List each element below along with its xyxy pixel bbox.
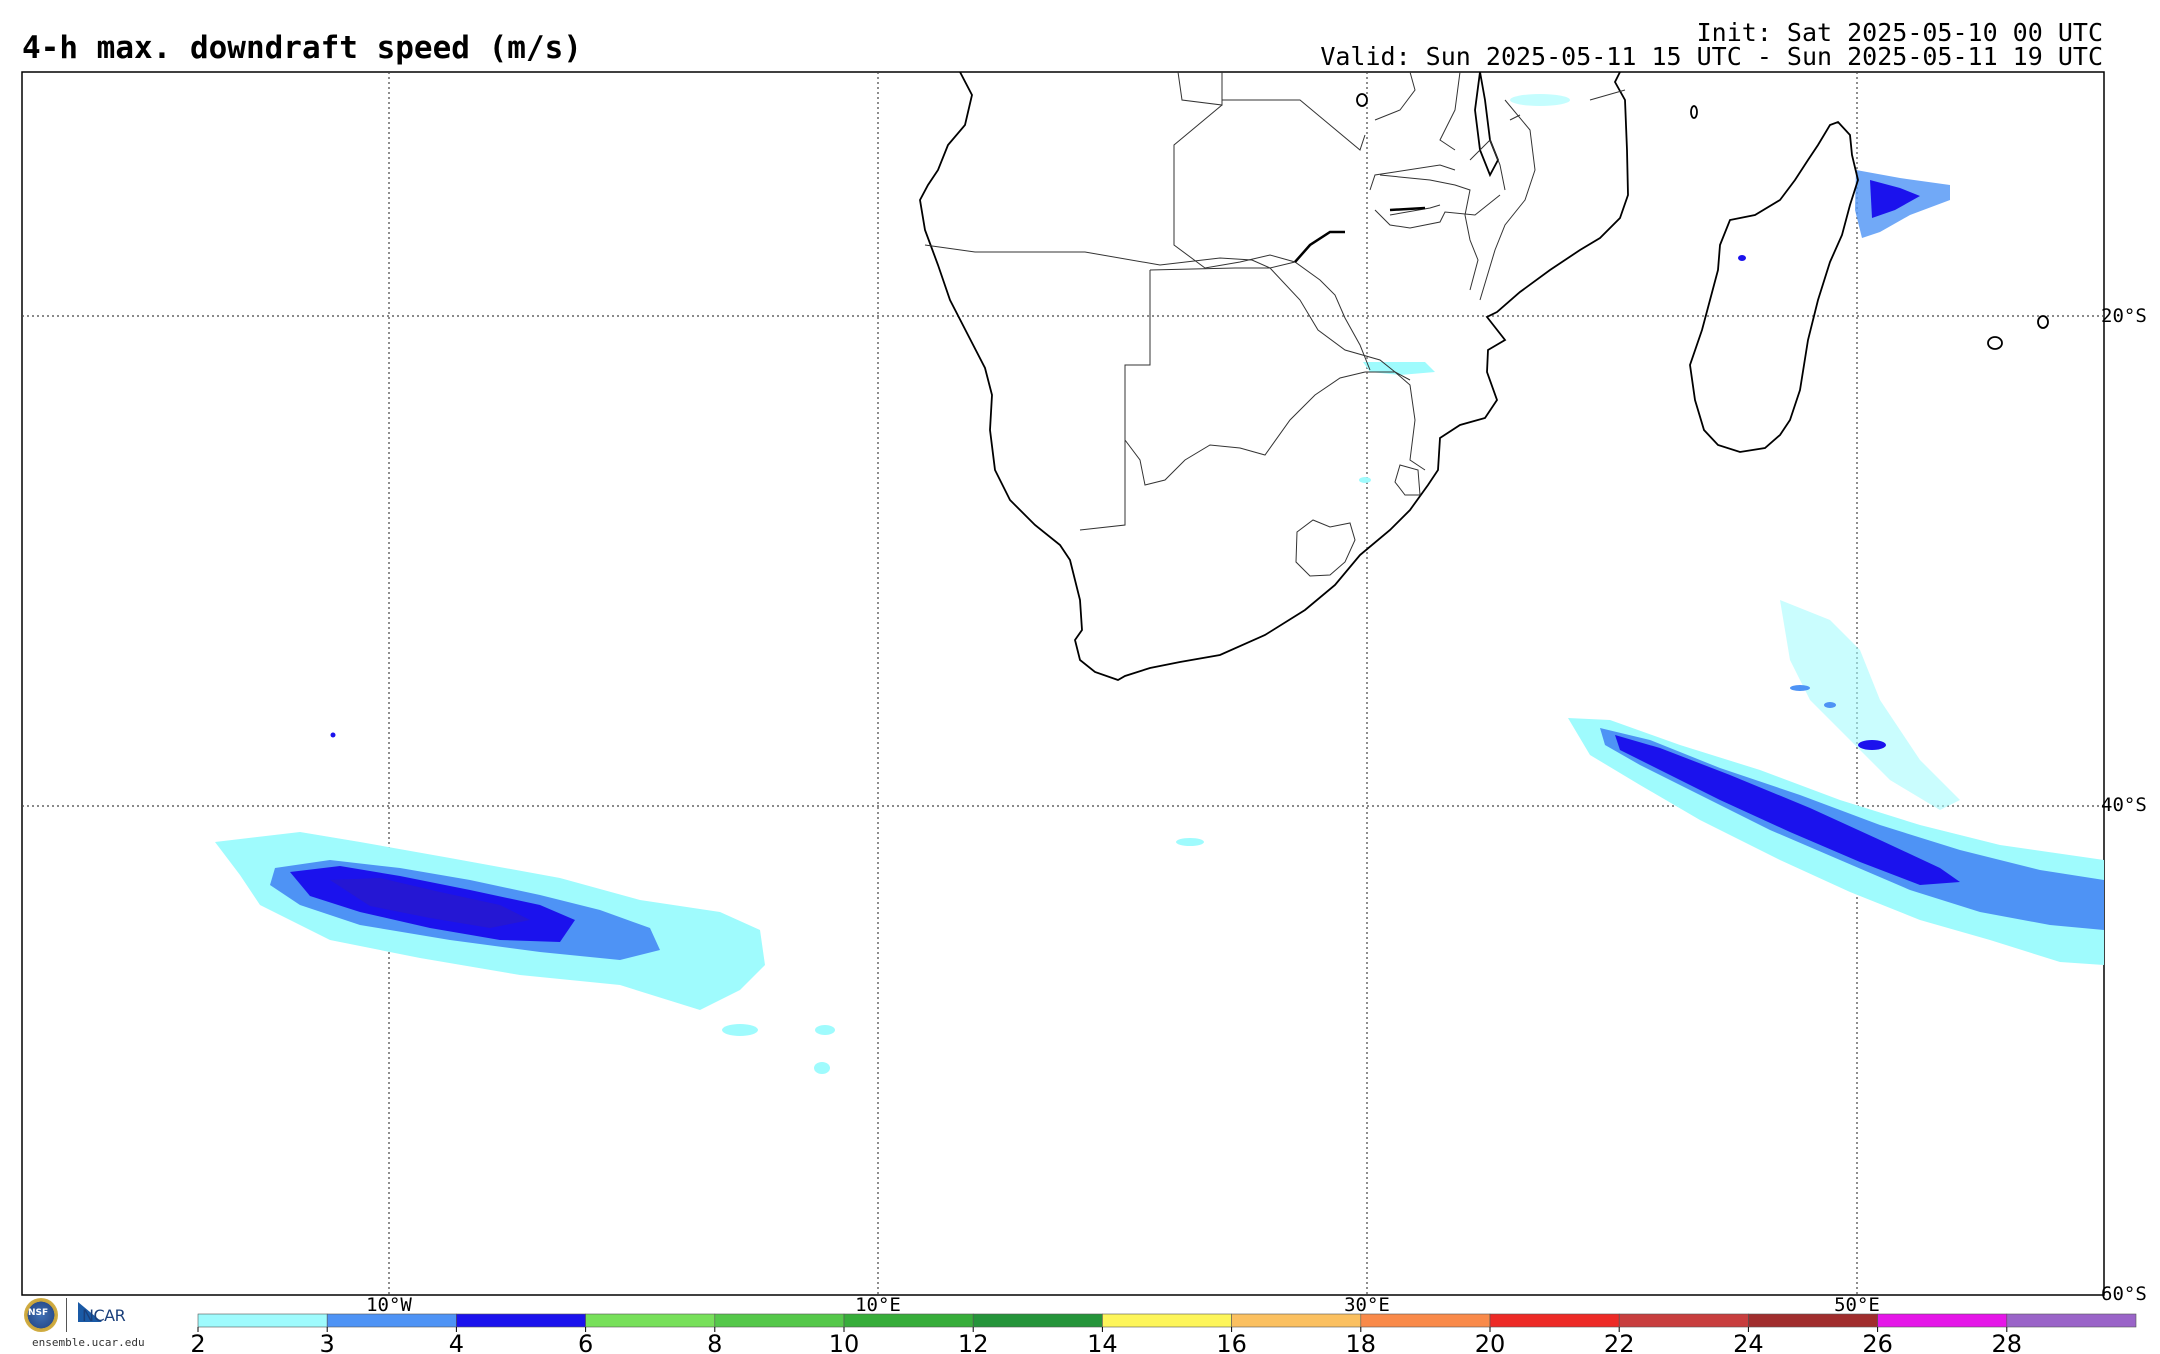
lat-label-60s: 60°S xyxy=(2101,1283,2147,1305)
colorbar-tick-label: 26 xyxy=(1862,1330,1893,1354)
valid-time: Valid: Sun 2025-05-11 15 UTC - Sun 2025-… xyxy=(1320,42,2103,71)
logo-area: NSF NCAR ensemble.ucar.edu xyxy=(22,1296,172,1354)
lon-label-10w: 10°W xyxy=(366,1294,412,1316)
map-frame xyxy=(21,71,2105,1296)
colorbar-tick-label: 8 xyxy=(707,1330,722,1354)
colorbar-swatch xyxy=(1877,1313,2008,1328)
nsf-logo-icon xyxy=(24,1298,58,1332)
colorbar-swatch xyxy=(456,1313,586,1328)
colorbar-swatch xyxy=(1102,1313,1232,1328)
colorbar-swatch xyxy=(1360,1313,1491,1328)
ncar-logo-text: NCAR xyxy=(82,1306,126,1325)
colorbar-swatch xyxy=(197,1313,328,1328)
colorbar-tick-label: 12 xyxy=(958,1330,989,1354)
init-time: Init: Sat 2025-05-10 00 UTC xyxy=(1696,18,2103,47)
colorbar-tick-label: 24 xyxy=(1733,1330,1764,1354)
colorbar-swatch xyxy=(1231,1313,1362,1328)
lon-label-30e: 30°E xyxy=(1344,1294,1390,1316)
colorbar-swatch xyxy=(843,1313,974,1328)
colorbar-swatch xyxy=(1618,1313,1749,1328)
colorbar-tick-label: 16 xyxy=(1216,1330,1247,1354)
colorbar-tick-label: 22 xyxy=(1604,1330,1635,1354)
colorbar-swatch xyxy=(326,1313,457,1328)
colorbar-tick-label: 20 xyxy=(1475,1330,1506,1354)
colorbar-tick-label: 3 xyxy=(320,1330,335,1354)
colorbar-tick-label: 6 xyxy=(578,1330,593,1354)
colorbar-swatch xyxy=(1748,1313,1878,1328)
logo-separator xyxy=(66,1298,67,1332)
colorbar-swatch xyxy=(585,1313,716,1328)
coastlines xyxy=(919,72,2049,681)
downdraft-field-west xyxy=(215,732,835,1074)
lat-label-40s: 40°S xyxy=(2101,794,2147,816)
colorbar: 2 3 4 6 8 10 12 14 16 18 20 22 24 26 28 xyxy=(190,1313,2137,1354)
colorbar-tick-label: 10 xyxy=(829,1330,860,1354)
colorbar-swatch xyxy=(714,1313,845,1328)
nsf-logo-text: NSF xyxy=(28,1308,49,1318)
lon-label-50e: 50°E xyxy=(1834,1294,1880,1316)
lon-label-10e: 10°E xyxy=(855,1294,901,1316)
map-title: 4-h max. downdraft speed (m/s) xyxy=(22,30,582,66)
zambezi-river xyxy=(1294,206,1426,263)
colorbar-swatch xyxy=(972,1313,1103,1328)
country-borders xyxy=(924,72,1626,577)
colorbar-swatch xyxy=(2006,1313,2137,1328)
latitude-labels: 20°S 40°S 60°S xyxy=(2101,305,2147,1305)
ncar-logo-icon xyxy=(78,1302,102,1322)
website-link[interactable]: ensemble.ucar.edu xyxy=(32,1336,145,1349)
colorbar-tick-label: 2 xyxy=(190,1330,205,1354)
colorbar-tick-label: 18 xyxy=(1346,1330,1377,1354)
longitude-labels: 10°W 10°E 30°E 50°E xyxy=(366,1294,1880,1316)
colorbar-tick-label: 14 xyxy=(1087,1330,1118,1354)
colorbar-tick-label: 4 xyxy=(449,1330,464,1354)
colorbar-swatch xyxy=(1489,1313,1620,1328)
colorbar-tick-label: 28 xyxy=(1992,1330,2023,1354)
downdraft-field-east xyxy=(1176,94,2104,965)
lat-label-20s: 20°S xyxy=(2101,305,2147,327)
